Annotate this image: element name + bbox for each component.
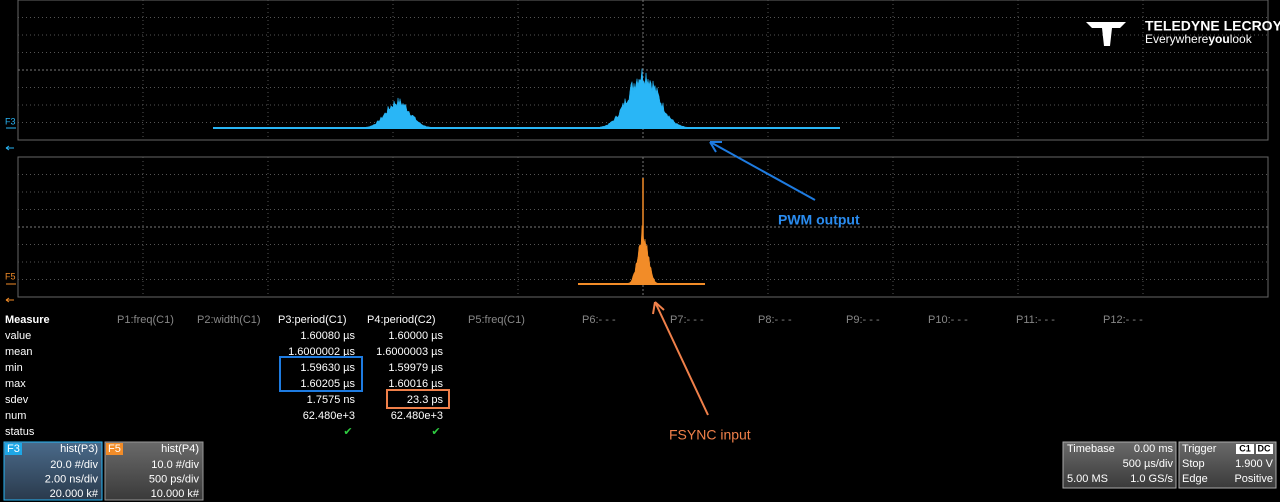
logo-brand: TELEDYNE LECROY (1145, 18, 1280, 34)
measure-title: Measure (5, 314, 50, 326)
cell: 1.7575 ns (307, 394, 356, 406)
cell: 1.60205 µs (300, 378, 355, 390)
row-label: max (5, 378, 26, 390)
histogram (354, 97, 441, 129)
setting: 500 ps/div (149, 473, 200, 485)
column-header: P1:freq(C1) (117, 314, 174, 326)
column-header: P12:- - - (1103, 314, 1143, 326)
measure-table: P1:freq(C1) P2:width(C1) P3:period(C1) P4:p… (5, 314, 1143, 438)
logo-icon (1086, 22, 1126, 46)
histogram (624, 225, 665, 285)
trigger-box[interactable]: Trigger C1 DC Stop 1.900 V Edge Positive (1178, 441, 1277, 489)
annotation: FSYNC input (669, 427, 751, 443)
value: 5.00 MS (1067, 473, 1108, 485)
highlight-box (279, 356, 363, 392)
timebase-box[interactable]: Timebase 0.00 ms 500 µs/div 5.00 MS 1.0 … (1062, 441, 1177, 489)
column-header: P5:freq(C1) (468, 314, 525, 326)
trace-marker (5, 127, 16, 151)
tag-bg (1256, 444, 1273, 454)
row-label: num (5, 410, 26, 422)
cell: 62.480e+3 (303, 410, 355, 422)
value: 1.900 V (1235, 458, 1274, 470)
channel-box[interactable]: F5 hist(P4) 10.0 #/div 500 ps/div 10.000 k# (104, 441, 204, 501)
column-header: P7:- - - (670, 314, 704, 326)
tagline-part: you (1208, 32, 1229, 46)
column-header: P4:period(C2) (367, 314, 435, 326)
tag: C1 (1239, 443, 1251, 453)
setting: 20.0 #/div (50, 459, 98, 471)
histograms (213, 68, 840, 285)
value: 1.0 GS/s (1130, 473, 1173, 485)
histogram (599, 68, 700, 129)
channel-boxes: F3 hist(P3) 20.0 #/div 2.00 ns/div 20.000 k#… (3, 441, 204, 501)
tagline-part: Everywhere (1145, 32, 1209, 46)
row-label: mean (5, 346, 33, 358)
cell: 1.6000003 µs (376, 346, 443, 358)
cell: 1.59630 µs (300, 362, 355, 374)
tag-bg (106, 443, 123, 455)
value: Edge (1182, 473, 1208, 485)
row-label: value (5, 330, 31, 342)
column-header: P10:- - - (928, 314, 968, 326)
annotation: PWM output (778, 212, 860, 228)
logo-tagline: Everywhereyoulook (1145, 32, 1253, 46)
box (1062, 441, 1177, 489)
tagline-part: look (1230, 32, 1253, 46)
trace-marker (5, 283, 16, 303)
row-label: sdev (5, 394, 29, 406)
cell: ✔ (431, 426, 440, 438)
setting: 2.00 ns/div (45, 473, 99, 485)
column-header: P2:width(C1) (197, 314, 261, 326)
cell: 62.480e+3 (391, 410, 443, 422)
cell: 23.3 ps (407, 394, 444, 406)
column-header: P6:- - - (582, 314, 616, 326)
row-label: min (5, 362, 23, 374)
label: Timebase (1067, 443, 1115, 455)
cell: 1.59979 µs (388, 362, 443, 374)
pwm-arrow (709, 141, 816, 201)
fsync-arrow (652, 301, 709, 416)
column-header: P3:period(C1) (278, 314, 346, 326)
logo: TELEDYNE LECROY Everywhereyoulook (1086, 18, 1280, 46)
tag: F5 (108, 443, 121, 455)
value: 500 µs/div (1123, 458, 1174, 470)
column-header: P8:- - - (758, 314, 792, 326)
channel-box[interactable]: F3 hist(P3) 20.0 #/div 2.00 ns/div 20.000 k# (3, 441, 103, 501)
highlight-box (386, 389, 450, 409)
tag-bg (1236, 444, 1254, 454)
cell: 1.60016 µs (388, 378, 443, 390)
cell: 1.60000 µs (388, 330, 443, 342)
trace-label: F5 (5, 271, 16, 281)
setting: 10.000 k# (151, 488, 200, 500)
column-header: P11:- - - (1016, 314, 1055, 326)
cell: 1.6000002 µs (288, 346, 355, 358)
column-header: P9:- - - (846, 314, 880, 326)
value: Positive (1234, 473, 1273, 485)
tag: DC (1258, 443, 1271, 453)
setting: 20.000 k# (50, 488, 99, 500)
title: hist(P3) (60, 443, 98, 455)
value: Stop (1182, 458, 1205, 470)
trace-label: F3 (5, 116, 16, 126)
tag: F3 (7, 443, 20, 455)
tag-bg (5, 443, 22, 455)
value: 0.00 ms (1134, 443, 1174, 455)
setting: 10.0 #/div (151, 459, 199, 471)
title: hist(P4) (161, 443, 199, 455)
label: Trigger (1182, 443, 1217, 455)
row-label: status (5, 426, 35, 438)
cell: 1.60080 µs (300, 330, 355, 342)
cell: ✔ (343, 426, 352, 438)
